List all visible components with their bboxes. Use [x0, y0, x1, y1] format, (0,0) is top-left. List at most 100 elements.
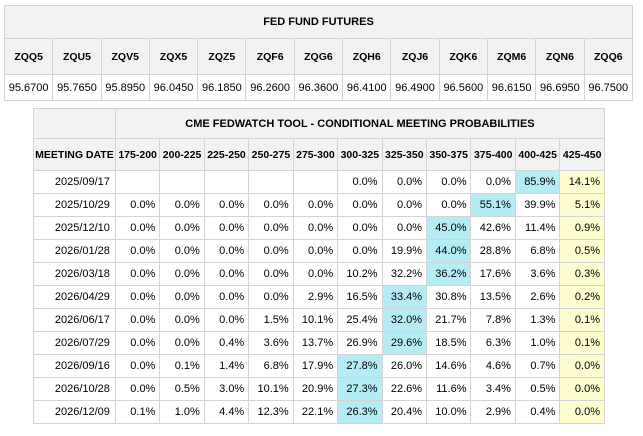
probability-cell: 20.4% — [381, 400, 428, 424]
probability-cell: 0.0% — [381, 216, 428, 240]
probability-cell: 26.3% — [337, 400, 383, 424]
range-header-cell: 250-275 — [248, 138, 294, 171]
probability-cell: 0.0% — [114, 262, 161, 286]
probability-cell: 0.0% — [203, 239, 250, 263]
futures-price-row: 95.6700 95.7650 95.8950 96.0450 96.1850 96.26… — [3, 74, 634, 101]
futures-price-cell: 96.1850 — [197, 74, 247, 101]
probability-cell: 0.0% — [337, 193, 383, 217]
probability-cell: 6.3% — [470, 331, 516, 355]
probability-cell: 7.8% — [470, 308, 516, 332]
probability-cell: 0.0% — [114, 193, 161, 217]
meeting-date-header: MEETING DATE — [33, 138, 116, 171]
probability-cell: 22.6% — [381, 377, 428, 401]
futures-code-cell: ZQN6 — [535, 38, 585, 75]
probability-cell: 1.0% — [159, 400, 205, 424]
futures-code-row: ZQQ5 ZQU5 ZQV5 ZQX5 ZQZ5 ZQF6 ZQG6 ZQH6 ZQJ6 ZQK6… — [3, 38, 634, 75]
probability-cell: 0.0% — [248, 193, 294, 217]
meeting-row: 2026/01/28 0.0% 0.0% 0.0% 0.0% 0.0% 0.0% 19.9% 4… — [33, 239, 605, 263]
probability-cell: 1.4% — [203, 354, 250, 378]
futures-price-cell: 96.2600 — [245, 74, 295, 101]
meeting-row: 2025/09/17 0.0% 0.0% 0.0% 0.0% 85.9% 14.1% — [33, 170, 605, 194]
probability-cell: 30.8% — [426, 285, 472, 309]
probability-cell: 0.1% — [114, 400, 161, 424]
range-header-cell: 300-325 — [337, 138, 383, 171]
probability-cell: 0.0% — [337, 239, 383, 263]
meeting-probabilities-table: CME FEDWATCH TOOL - CONDITIONAL MEETING … — [33, 108, 606, 424]
probability-cell: 3.6% — [248, 331, 294, 355]
meeting-date-cell: 2025/09/17 — [33, 170, 116, 194]
probability-cell: 0.3% — [559, 262, 605, 286]
probability-cell: 0.0% — [203, 216, 250, 240]
probability-cell: 17.9% — [292, 354, 339, 378]
probability-cell: 26.9% — [337, 331, 383, 355]
probability-cell: 32.2% — [381, 262, 428, 286]
probability-cell: 44.0% — [426, 239, 472, 263]
probability-cell: 0.5% — [559, 239, 605, 263]
probability-cell: 10.1% — [292, 308, 339, 332]
probability-cell: 0.0% — [203, 285, 250, 309]
probability-cell: 29.6% — [381, 331, 428, 355]
range-header-cell: 325-350 — [381, 138, 428, 171]
probability-cell: 0.0% — [114, 216, 161, 240]
probability-cell: 0.0% — [426, 193, 472, 217]
probability-cell: 85.9% — [514, 170, 561, 194]
probability-cell: 14.6% — [426, 354, 472, 378]
probability-cell: 0.0% — [114, 331, 161, 355]
probability-cell: 0.0% — [292, 239, 339, 263]
probability-cell: 0.0% — [470, 170, 516, 194]
probability-cell: 10.1% — [248, 377, 294, 401]
range-header-cell: 350-375 — [426, 138, 472, 171]
probability-cell: 0.0% — [203, 262, 250, 286]
probability-cell — [292, 170, 339, 194]
probability-cell: 18.5% — [426, 331, 472, 355]
probability-cell: 5.1% — [559, 193, 605, 217]
range-header-cell: 175-200 — [114, 138, 161, 171]
futures-price-cell: 95.6700 — [3, 74, 54, 101]
probability-cell: 0.0% — [381, 170, 428, 194]
meeting-date-cell: 2026/01/28 — [33, 239, 116, 263]
meeting-date-cell: 2026/10/28 — [33, 377, 116, 401]
meeting-row: 2026/03/18 0.0% 0.0% 0.0% 0.0% 0.0% 10.2% 32.2%… — [33, 262, 605, 286]
probability-cell: 0.2% — [559, 285, 605, 309]
probability-cell: 20.9% — [292, 377, 339, 401]
futures-code-cell: ZQH6 — [342, 38, 392, 75]
probability-cell: 0.0% — [159, 216, 205, 240]
futures-price-cell: 95.7650 — [52, 74, 102, 101]
futures-price-cell: 96.3600 — [293, 74, 344, 101]
probability-cell: 0.5% — [514, 377, 561, 401]
probability-cell: 28.8% — [470, 239, 516, 263]
meeting-date-cell: 2026/03/18 — [33, 262, 116, 286]
probability-cell: 10.2% — [337, 262, 383, 286]
probability-cell: 32.0% — [381, 308, 428, 332]
probability-cell: 0.0% — [159, 239, 205, 263]
probability-cell — [203, 170, 250, 194]
probability-cell: 36.2% — [426, 262, 472, 286]
probability-cell: 2.9% — [470, 400, 516, 424]
probability-cell: 0.1% — [159, 354, 205, 378]
probability-cell: 6.8% — [514, 239, 561, 263]
probability-cell: 39.9% — [514, 193, 561, 217]
probability-cell: 0.0% — [248, 262, 294, 286]
probability-cell: 2.6% — [514, 285, 561, 309]
meeting-row: 2026/12/09 0.1% 1.0% 4.4% 12.3% 22.1% 26.3% 20.… — [33, 400, 605, 424]
probability-cell: 55.1% — [470, 193, 516, 217]
probability-cell: 10.0% — [426, 400, 472, 424]
probability-cell: 1.3% — [514, 308, 561, 332]
probability-cell: 21.7% — [426, 308, 472, 332]
probability-cell: 0.0% — [114, 377, 161, 401]
probability-cell: 0.0% — [248, 239, 294, 263]
probability-cell: 0.0% — [559, 354, 605, 378]
probability-cell: 6.8% — [248, 354, 294, 378]
probability-cell: 0.0% — [292, 216, 339, 240]
probability-cell: 0.0% — [114, 239, 161, 263]
futures-price-cell: 96.6150 — [486, 74, 537, 101]
probability-cell: 0.0% — [248, 285, 294, 309]
probability-cell: 25.4% — [337, 308, 383, 332]
futures-price-cell: 96.4900 — [390, 74, 440, 101]
probability-cell: 0.0% — [159, 285, 205, 309]
probability-cell: 3.4% — [470, 377, 516, 401]
probability-cell: 0.4% — [514, 400, 561, 424]
futures-code-cell: ZQV5 — [100, 38, 150, 75]
probability-cell: 0.1% — [559, 331, 605, 355]
probability-cell: 11.6% — [426, 377, 472, 401]
